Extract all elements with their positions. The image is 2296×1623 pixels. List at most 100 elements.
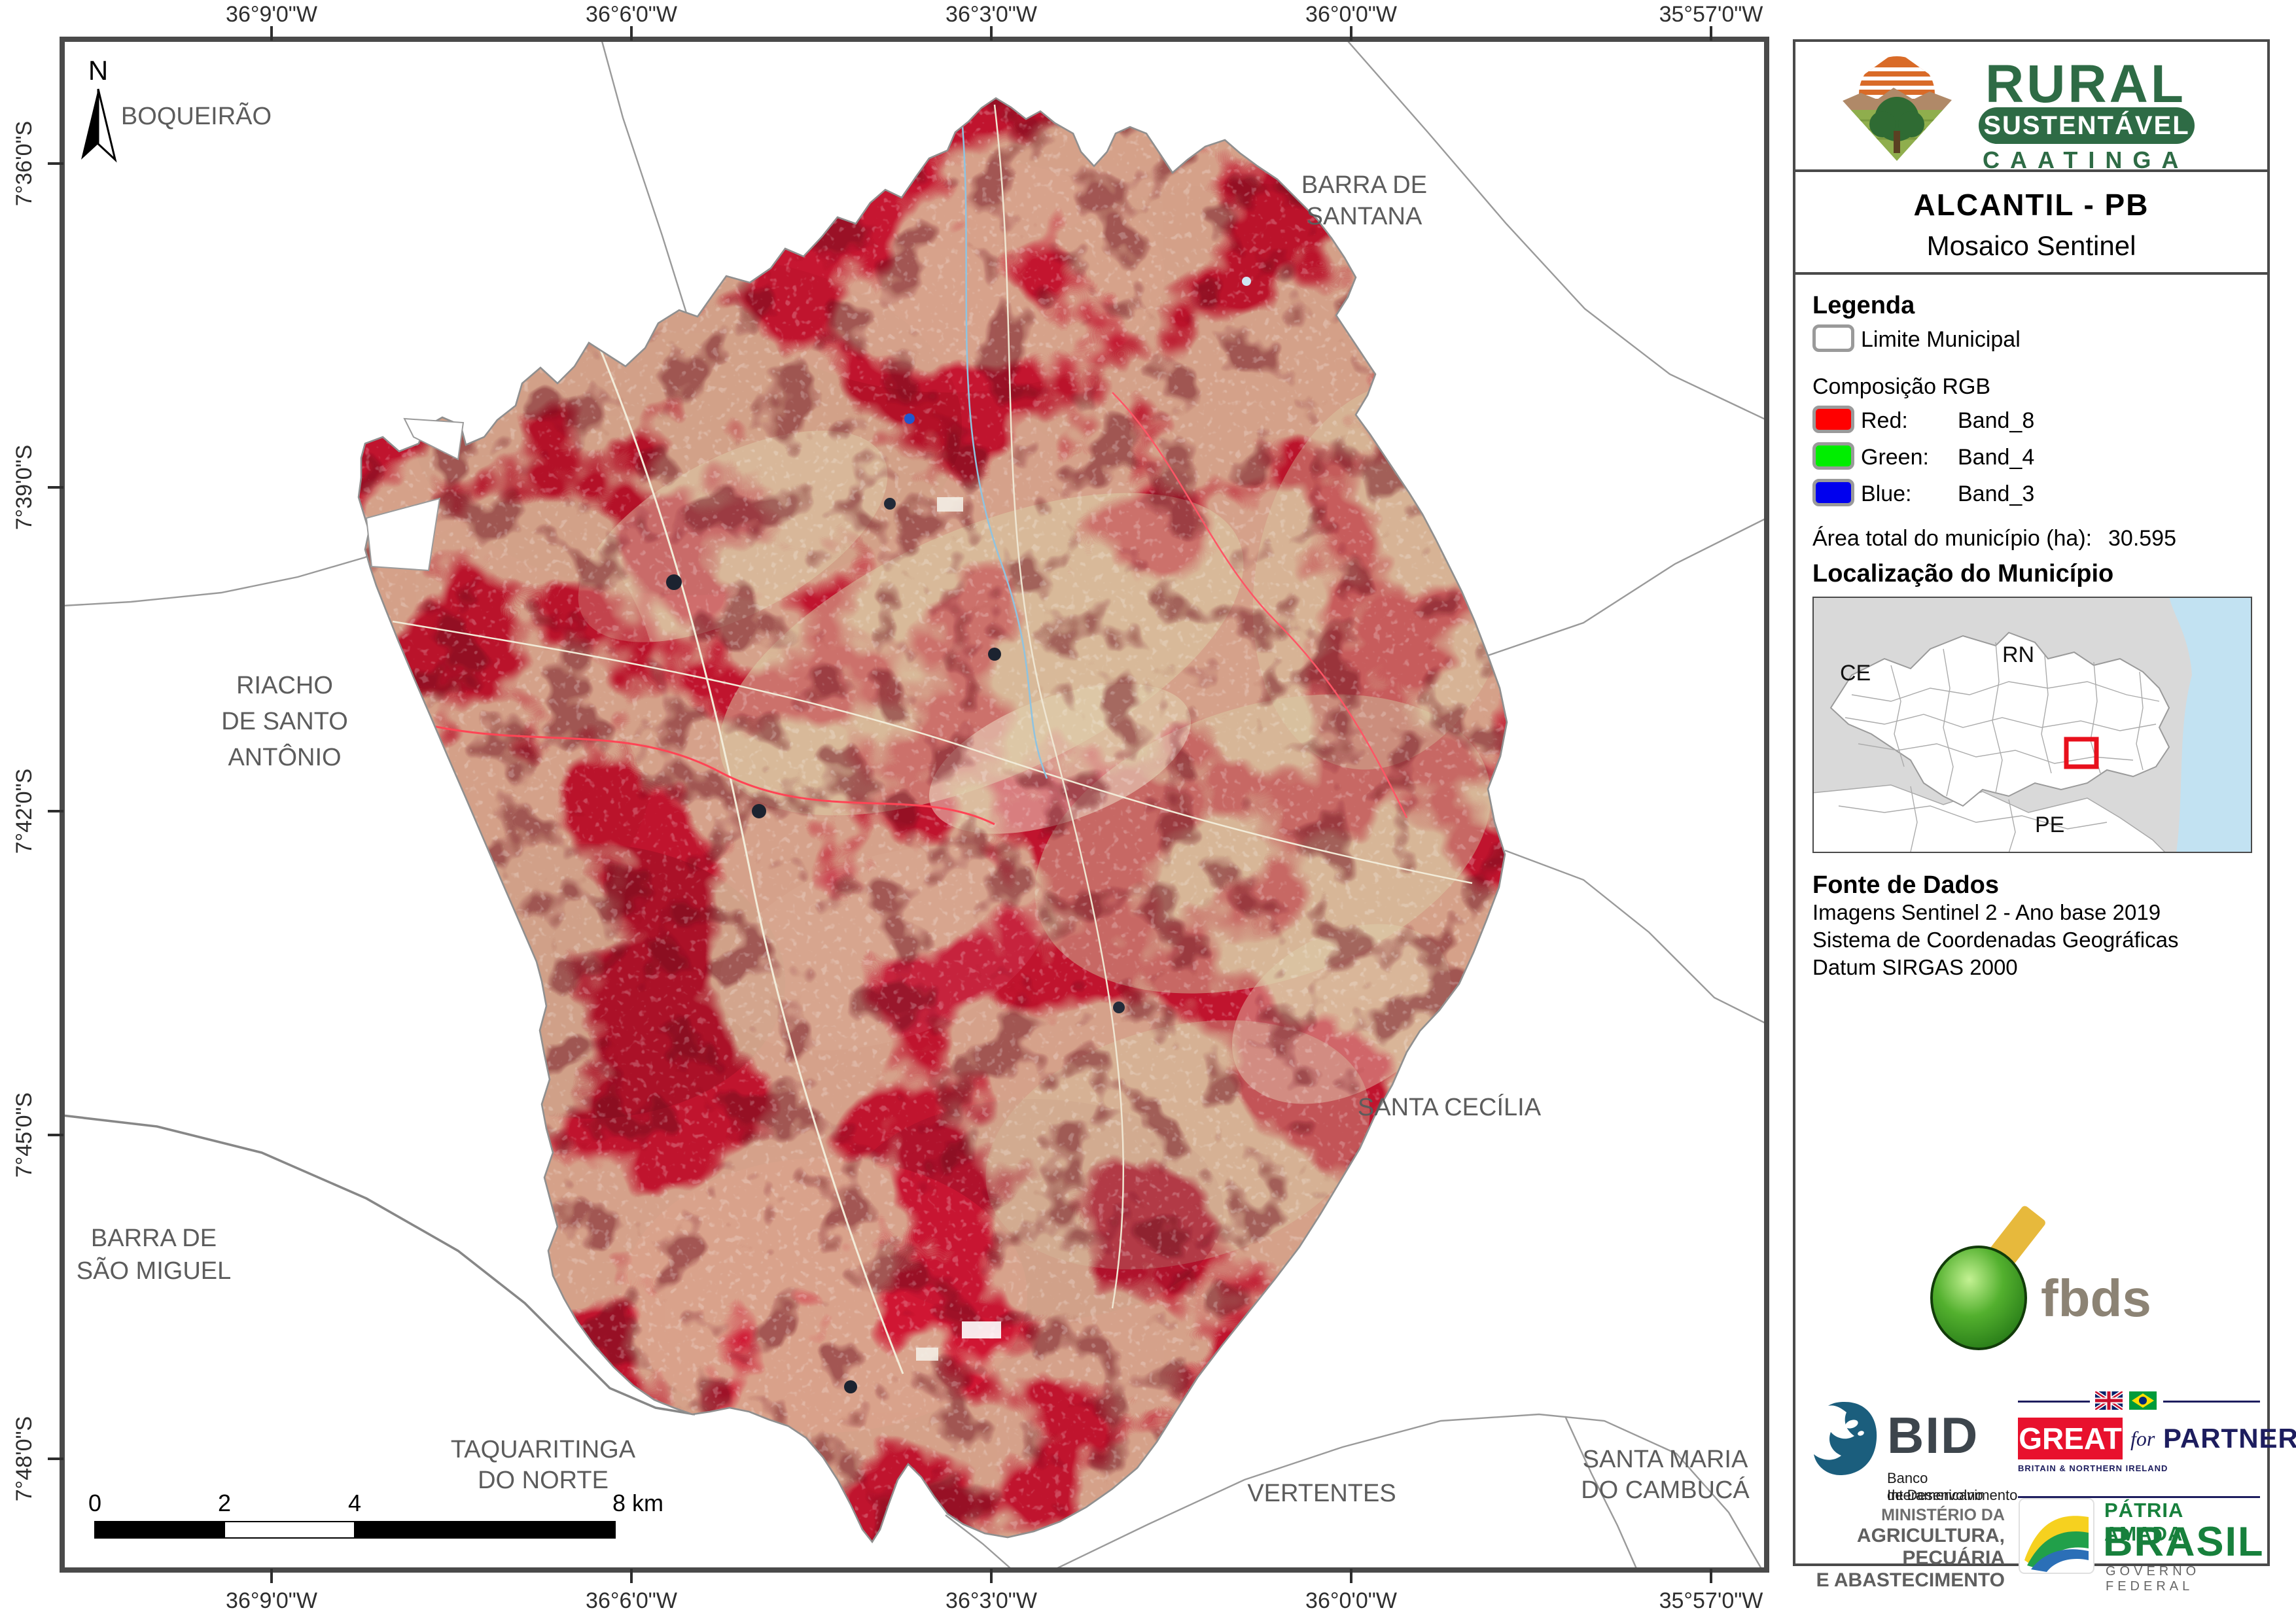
blue-band-value: Band_3 [1958,481,2035,506]
label-riacho: RIACHO [236,672,333,699]
label-taquaritinga: TAQUARITINGA [451,1436,636,1463]
brasil-government-logo: PÁTRIA AMADA BRASIL GOVERNO FEDERAL [2018,1497,2263,1594]
flag-divider-left [2018,1401,2090,1403]
source-line2: Sistema de Coordenadas Geográficas [1812,928,2179,952]
ministry-line2: AGRICULTURA, PECUÁRIA [1856,1525,2005,1569]
fbds-icon [1930,1206,2045,1350]
inset-state-labels: CE RN PE [1840,642,2064,837]
coord-label: 36°6'0"W [586,1588,677,1613]
north-label: N [88,55,108,86]
coord-label: 36°9'0"W [226,1588,317,1613]
map-canvas: BOQUEIRÃO BARRA DE SANTANA RIACHO DE SAN… [12,2,1769,1613]
coord-label: 35°57'0"W [1659,2,1763,27]
red-band-value: Band_8 [1958,408,2035,433]
blue-band-label: Blue: [1861,481,1912,506]
location-heading: Localização do Município [1812,560,2114,587]
pe-municipalities [1812,784,2167,853]
brazil-flag-icon [2129,1391,2157,1410]
panel-divider [1795,272,2267,275]
ministry-text: MINISTÉRIO DA AGRICULTURA, PECUÁRIA E AB… [1802,1506,2005,1592]
bid-subtext-2: de Desenvolvimento [1887,1487,2018,1503]
state-boundary [62,1114,696,1416]
coord-label: 36°0'0"W [1305,2,1397,27]
red-band-label: Red: [1861,408,1908,433]
area-total-value: 30.595 [2108,526,2176,551]
logo-tagline: CAATINGA [1983,147,2189,173]
coord-label: 35°57'0"W [1659,1588,1763,1613]
bid-wordmark: BID [1887,1406,1979,1464]
coord-label: 36°3'0"W [945,2,1037,27]
scale-bar: 0 2 4 8 km [88,1490,663,1539]
uk-flag-icon [2095,1391,2123,1410]
coord-label: 7°48'0"S [12,1416,37,1501]
coord-label: 36°9'0"W [226,2,317,27]
scale-tick-label: 2 [218,1490,231,1516]
fbds-wordmark: fbds [2041,1269,2151,1327]
brasil-wordmark: BRASIL [2103,1519,2265,1565]
logo-subtitle: SUSTENTÁVEL [1979,107,2195,144]
map-frame [60,37,1769,1573]
bid-icon [1814,1402,1877,1475]
coord-label: 7°42'0"S [12,769,37,854]
label-santa-cecilia: SANTA CECÍLIA [1358,1093,1542,1121]
panel-divider [1795,169,2267,172]
label-vertentes: VERTENTES [1247,1480,1396,1507]
label-boqueirao: BOQUEIRÃO [121,102,272,130]
municipality-outline [357,97,1508,1544]
great-subtext: BRITAIN & NORTHERN IRELAND [2018,1463,2168,1473]
great-partnership-logo: GREAT BRITAIN & NORTHERN IRELAND for PAR… [2018,1386,2296,1510]
green-band-label: Green: [1861,445,1929,470]
paraiba-state [1829,631,2170,807]
green-band-swatch [1812,442,1854,470]
svg-text:SANTANA: SANTANA [1307,203,1422,230]
boundary-notch [403,417,465,461]
blue-band-swatch [1812,479,1854,506]
coord-label: 7°36'0"S [12,121,37,206]
label-barra-sao-miguel: BARRA DE [91,1225,217,1252]
label-santa-maria: SANTA MARIA [1583,1446,1748,1473]
source-line1: Imagens Sentinel 2 - Ano base 2019 [1812,900,2161,924]
patria-amada: PÁTRIA AMADA [2104,1499,2183,1545]
svg-text:SÃO MIGUEL: SÃO MIGUEL [77,1257,232,1285]
map-title: ALCANTIL - PB [1913,188,2149,222]
rgb-heading: Composição RGB [1812,374,1991,399]
bid-subtext-1: Banco Interamericano [1887,1470,1983,1503]
logo-title: RURAL [1985,54,2186,114]
svg-text:ANTÔNIO: ANTÔNIO [228,742,341,771]
graticule-labels: 36°9'0"W 36°6'0"W 36°3'0"W 36°0'0"W 35°5… [12,2,1763,1613]
rural-sustentavel-logo: RURAL SUSTENTÁVEL CAATINGA [1795,42,2267,173]
state-label-ce: CE [1840,661,1871,686]
municipality-highlight-box [2064,737,2099,769]
label-barra-de-santana: BARRA DE [1301,171,1427,199]
scale-tick-label: 4 [348,1490,361,1516]
great-box: GREAT [2018,1418,2123,1459]
graticule-ticks [48,26,1712,1583]
ministry-line1: MINISTÉRIO DA [1881,1506,2005,1524]
state-label-pe: PE [2035,812,2064,837]
limite-municipal-swatch [1812,324,1854,352]
municipal-mesh [1838,642,2160,853]
boundary-notch [365,497,441,572]
source-line3: Datum SIRGAS 2000 [1812,955,2018,979]
svg-text:DO NORTE: DO NORTE [478,1467,609,1494]
area-total-label: Área total do município (ha): [1812,526,2093,551]
map-subtitle: Mosaico Sentinel [1926,230,2136,261]
partnership-underline [2018,1496,2260,1498]
red-band-swatch [1812,406,1854,433]
neighbor-labels: BOQUEIRÃO BARRA DE SANTANA RIACHO DE SAN… [77,102,1750,1507]
partnership-word: PARTNERSHIP [2163,1423,2296,1454]
north-arrow-icon: N [81,55,117,163]
scale-tick-label: 0 [88,1490,101,1516]
coord-label: 7°45'0"S [12,1092,37,1178]
coord-label: 7°39'0"S [12,445,37,530]
legend-panel: RURAL SUSTENTÁVEL CAATINGA ALCANTIL - PB… [1793,39,2296,1594]
legend-heading: Legenda [1812,292,1915,319]
green-band-value: Band_4 [1958,445,2035,470]
coord-label: 36°6'0"W [586,2,677,27]
fbds-logo: fbds [1913,1193,2175,1350]
ocean [2169,597,2252,853]
coord-label: 36°3'0"W [945,1588,1037,1613]
location-inset-map: CE RN PE [1812,597,2252,853]
ministry-line3: E ABASTECIMENTO [1816,1569,2005,1591]
coord-label: 36°0'0"W [1305,1588,1397,1613]
